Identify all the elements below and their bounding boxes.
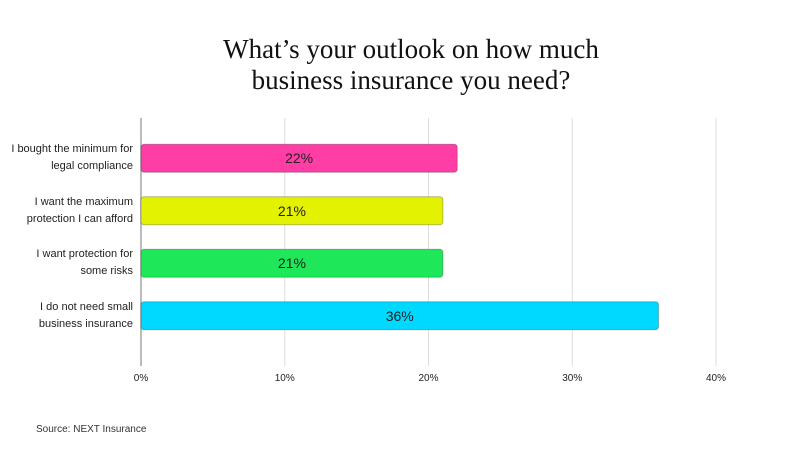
bar (140, 196, 444, 226)
bar (140, 143, 458, 173)
bar (140, 301, 659, 331)
y-tick-label: I bought the minimum for legal complianc… (11, 143, 133, 173)
bar (140, 248, 444, 278)
chart-title: What’s your outlook on how much business… (223, 34, 599, 95)
y-tick-label: I want the maximum protection I can affo… (26, 195, 133, 225)
value-label: 22% (285, 150, 314, 167)
x-tick-label: 0% (133, 373, 149, 384)
value-label: 21% (277, 255, 306, 272)
source: Source: NEXT Insurance (36, 424, 147, 435)
y-tick-label: I want protection for some risks (36, 248, 133, 278)
x-tick-label: 30% (562, 373, 583, 384)
value-label: 36% (385, 307, 414, 324)
y-tick-label: I do not need small business insurance (38, 300, 133, 330)
value-label: 21% (277, 202, 306, 219)
x-tick-label: 20% (418, 373, 439, 384)
x-tick-label: 10% (274, 373, 295, 384)
x-tick-label: 40% (705, 373, 726, 384)
